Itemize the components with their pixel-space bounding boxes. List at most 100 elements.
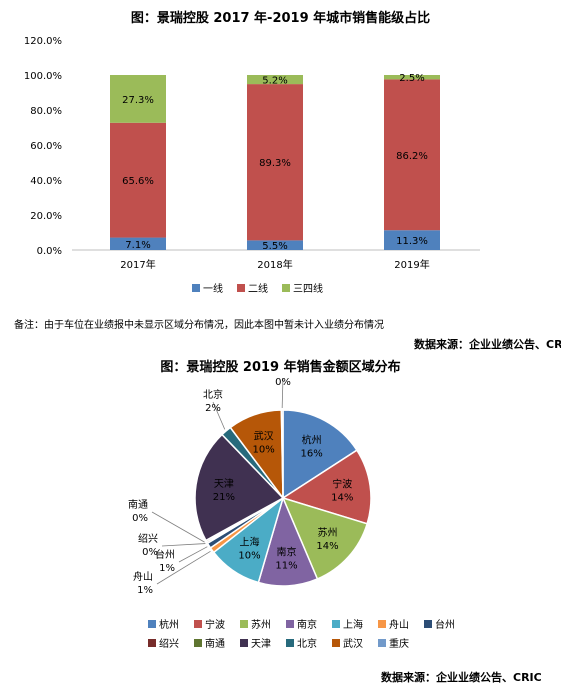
legend-label: 一线: [203, 282, 223, 295]
legend-swatch: [332, 639, 340, 647]
pie-slice: [282, 409, 358, 500]
legend-label: 舟山: [389, 618, 409, 631]
bar-segment: [247, 240, 303, 250]
leader-line: [281, 378, 284, 409]
bar-data-label: 27.3%: [122, 95, 154, 106]
y-tick-label: 120.0%: [24, 36, 62, 47]
legend-label: 北京: [297, 637, 317, 650]
legend-swatch: [332, 620, 340, 628]
chart2-source: 数据来源：企业业绩公告、CRIC: [381, 671, 542, 684]
pie-slice: [281, 496, 369, 580]
x-tick-label: 2018年: [257, 258, 292, 271]
pie-slice-value: 21%: [213, 492, 235, 503]
bar-segment: [110, 75, 166, 123]
bar-data-label: 2.5%: [399, 73, 424, 84]
legend-swatch: [194, 620, 202, 628]
legend-swatch: [424, 620, 432, 628]
chart1-title: 图：景瑞控股 2017 年-2019 年城市销售能级占比: [130, 11, 431, 26]
legend-label: 宁波: [205, 618, 225, 631]
pie-slice-name: 苏州: [317, 526, 337, 539]
leader-line: [156, 550, 211, 585]
bar-segment: [384, 75, 440, 80]
pie-slice-value: 0%: [142, 547, 158, 558]
pie-slice-name: 北京: [203, 388, 223, 401]
legend-label: 三四线: [293, 282, 323, 295]
legend-label: 武汉: [343, 637, 363, 650]
bar-segment: [384, 230, 440, 250]
bar-segment: [247, 84, 303, 241]
legend-label: 二线: [248, 282, 268, 295]
pie-slice-name: 舟山: [133, 570, 153, 583]
bar-data-label: 5.2%: [262, 76, 287, 87]
pie-slice-value: 11%: [275, 561, 297, 572]
bar-data-label: 89.3%: [259, 158, 291, 169]
pie-slice: [280, 409, 284, 499]
pie-slice-value: 0%: [132, 513, 148, 524]
pie-slice-name: 南通: [128, 498, 148, 511]
pie-slice-value: 16%: [300, 448, 322, 459]
legend-swatch: [378, 639, 386, 647]
bar-segment: [247, 75, 303, 85]
legend-swatch: [286, 620, 294, 628]
legend-label: 台州: [435, 618, 455, 631]
y-tick-label: 0.0%: [37, 246, 62, 257]
pie-slice-name: 台州: [155, 548, 175, 561]
pie-slice-name: 宁波: [332, 478, 352, 491]
bar-data-label: 11.3%: [396, 236, 428, 247]
leader-line: [161, 543, 206, 547]
pie-slice-value: 2%: [205, 403, 221, 414]
pie-slice-name: 武汉: [254, 429, 274, 442]
legend-swatch: [378, 620, 386, 628]
y-tick-label: 60.0%: [30, 141, 62, 152]
legend-swatch: [240, 639, 248, 647]
pie-slice-value: 10%: [238, 551, 260, 562]
pie-slice-value: 10%: [252, 444, 274, 455]
chart1-note: 备注：由于车位在业绩报中未显示区域分布情况，因此本图中暂未计入业绩分布情况: [14, 320, 384, 331]
pie-slice-value: 1%: [159, 563, 175, 574]
pie-slice: [194, 433, 285, 542]
y-tick-label: 40.0%: [30, 176, 62, 187]
pie-slice-value: 14%: [331, 493, 353, 504]
bar-data-label: 86.2%: [396, 151, 428, 162]
legend-label: 杭州: [159, 618, 179, 631]
pie-chart: 杭州 16% 宁波 14% 苏州 14% 南京 11% 上海 10% 舟山 1% 台州 1% 绍兴 0% 南通 0…: [128, 378, 455, 650]
chart2-title: 图：景瑞控股 2019 年销售金额区域分布: [160, 360, 401, 375]
x-tick-label: 2019年: [394, 258, 429, 271]
bar-data-label: 65.6%: [122, 176, 154, 187]
x-tick-label: 2017年: [120, 258, 155, 271]
pie-slice-name: 上海: [239, 536, 259, 549]
legend-label: 苏州: [251, 618, 271, 631]
legend-label: 南通: [205, 637, 225, 650]
stacked-bar-chart: 0.0% 20.0% 40.0% 60.0% 80.0% 100.0% 120.0% 7.1%…: [24, 36, 480, 295]
legend-label: 南京: [297, 618, 317, 631]
pie-slice-value: 0%: [275, 378, 291, 388]
y-tick-label: 80.0%: [30, 106, 62, 117]
pie-slice-name: 南京: [277, 546, 297, 559]
legend-swatch: [282, 284, 290, 292]
y-tick-label: 20.0%: [30, 211, 62, 222]
bar-segment: [110, 237, 166, 250]
pie-slice-value: 1%: [137, 585, 153, 596]
bar-data-label: 7.1%: [125, 240, 150, 251]
pie-slice: [281, 449, 372, 525]
legend-swatch: [148, 639, 156, 647]
leader-line: [178, 546, 208, 563]
bar-segment: [384, 79, 440, 231]
legend-swatch: [286, 639, 294, 647]
pie-slice-name: 杭州: [302, 433, 322, 446]
legend-swatch: [148, 620, 156, 628]
pie-slice-name: 天津: [214, 478, 234, 490]
legend-swatch: [237, 284, 245, 292]
pie-slice-name: 绍兴: [138, 532, 158, 545]
legend-swatch: [194, 639, 202, 647]
bar-data-label: 5.5%: [262, 241, 287, 252]
leader-line: [212, 401, 226, 430]
legend-label: 重庆: [389, 637, 409, 650]
chart1-source: 数据来源：企业业绩公告、CRIC: [414, 338, 561, 351]
bar-segment: [110, 122, 166, 238]
pie-slice-value: 14%: [316, 541, 338, 552]
leader-line: [151, 511, 205, 543]
legend-swatch: [240, 620, 248, 628]
legend-label: 上海: [343, 618, 363, 631]
legend-label: 绍兴: [159, 637, 179, 650]
